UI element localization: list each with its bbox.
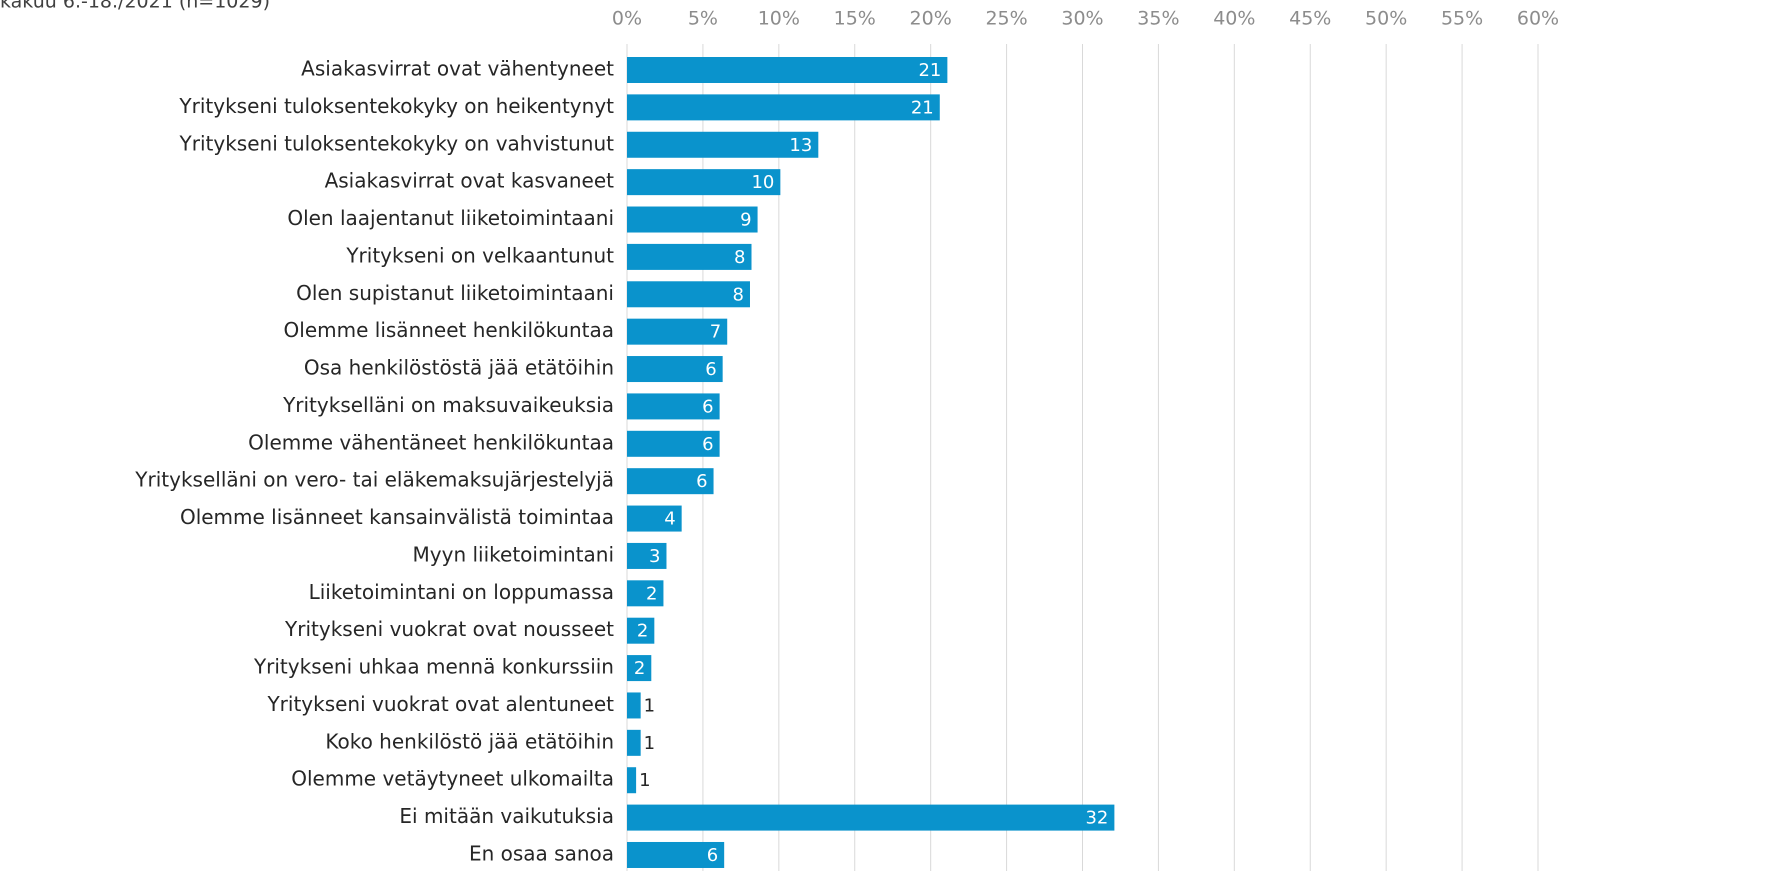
category-label: Asiakasvirrat ovat vähentyneet — [301, 57, 614, 81]
category-label: Yritykseni on velkaantunut — [345, 243, 614, 267]
value-label: 4 — [664, 509, 675, 530]
value-label: 6 — [702, 396, 713, 417]
bar — [627, 206, 758, 233]
x-tick-label: 50% — [1365, 8, 1407, 30]
bar — [627, 841, 725, 868]
category-label: Olemme vähentäneet henkilökuntaa — [248, 430, 614, 454]
x-tick-label: 5% — [688, 8, 718, 30]
value-label: 8 — [733, 284, 744, 305]
category-label: Yritykselläni on vero- tai eläkemaksujär… — [134, 468, 614, 492]
value-label: 7 — [710, 322, 721, 343]
x-tick-label: 60% — [1517, 8, 1559, 30]
value-label: 6 — [707, 845, 718, 866]
bar — [627, 243, 752, 270]
category-label: Yritykseni tuloksentekokyky on heikentyn… — [178, 94, 614, 118]
value-label: 2 — [634, 658, 645, 679]
x-tick-label: 30% — [1061, 8, 1103, 30]
category-label: Ei mitään vaikutuksia — [399, 804, 614, 828]
bar — [627, 57, 948, 83]
bar — [627, 131, 819, 158]
bar — [627, 356, 723, 383]
category-label: Olen supistanut liiketoimintaani — [296, 281, 614, 305]
x-tick-label: 0% — [612, 8, 642, 30]
value-label: 2 — [637, 621, 648, 642]
x-tick-label: 15% — [834, 8, 876, 30]
subtitle: kakuu 6.-18./2021 (n=1029) — [0, 0, 270, 13]
value-label: 8 — [734, 247, 745, 268]
category-label: Olemme vetäytyneet ulkomailta — [291, 767, 614, 791]
bar — [627, 281, 750, 308]
bar — [627, 468, 714, 495]
category-label: En osaa sanoa — [469, 841, 614, 865]
bar — [627, 94, 940, 121]
bar — [627, 804, 1115, 831]
value-label: 10 — [751, 172, 774, 193]
value-label: 6 — [705, 359, 716, 380]
value-label: 21 — [918, 60, 941, 81]
x-tick-label: 10% — [758, 8, 800, 30]
category-label: Yritykseni uhkaa mennä konkurssiin — [253, 655, 614, 679]
bar — [627, 542, 667, 569]
value-label: 21 — [911, 97, 934, 118]
category-label: Myyn liiketoimintani — [413, 542, 614, 566]
category-label: Liiketoimintani on loppumassa — [309, 580, 614, 604]
x-tick-label: 25% — [985, 8, 1027, 30]
bar — [627, 617, 655, 644]
x-tick-label: 35% — [1137, 8, 1179, 30]
bar — [627, 169, 781, 196]
bar — [627, 430, 720, 457]
value-label: 3 — [649, 546, 660, 567]
value-label: 13 — [789, 135, 812, 156]
category-label: Olemme lisänneet henkilökuntaa — [284, 318, 614, 342]
value-label: 2 — [646, 583, 657, 604]
x-tick-label: 45% — [1289, 8, 1331, 30]
category-label: Osa henkilöstöstä jää etätöihin — [304, 356, 614, 380]
category-label: Yritykselläni on maksuvaikeuksia — [282, 393, 614, 417]
bar — [627, 729, 641, 756]
bar — [627, 318, 728, 345]
value-label: 6 — [696, 471, 707, 492]
x-tick-label: 20% — [910, 8, 952, 30]
category-label: Yritykseni vuokrat ovat alentuneet — [266, 692, 614, 716]
bar — [627, 505, 682, 532]
x-tick-label: 40% — [1213, 8, 1255, 30]
value-label: 1 — [644, 733, 655, 754]
category-label: Asiakasvirrat ovat kasvaneet — [325, 169, 615, 193]
bar — [627, 580, 664, 607]
bar — [627, 767, 637, 794]
value-label: 32 — [1085, 808, 1108, 829]
category-label: Olen laajentanut liiketoimintaani — [287, 206, 614, 230]
x-tick-label: 55% — [1441, 8, 1483, 30]
bar — [627, 692, 641, 719]
value-label: 1 — [639, 770, 650, 791]
category-label: Yritykseni tuloksentekokyky on vahvistun… — [179, 131, 615, 155]
value-label: 1 — [644, 695, 655, 716]
bar — [627, 655, 652, 682]
value-label: 9 — [740, 210, 751, 231]
value-label: 6 — [702, 434, 713, 455]
category-label: Yritykseni vuokrat ovat nousseet — [284, 617, 614, 641]
category-label: Olemme lisänneet kansainvälistä toiminta… — [180, 505, 614, 529]
bar — [627, 393, 720, 420]
category-label: Koko henkilöstö jää etätöihin — [325, 729, 614, 753]
